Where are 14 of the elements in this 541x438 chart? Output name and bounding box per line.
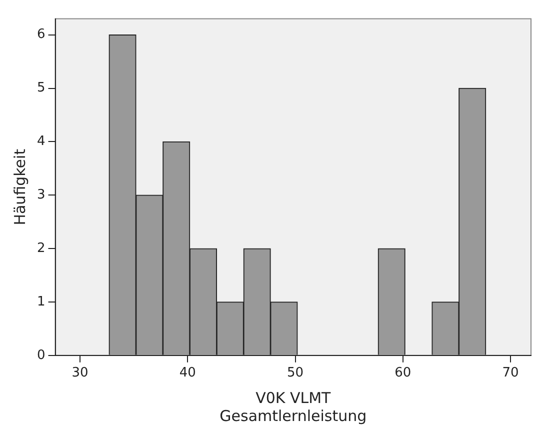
y-tick-label: 3 xyxy=(36,187,46,202)
y-tick-label: 0 xyxy=(36,348,46,363)
y-tick-label: 5 xyxy=(36,80,46,96)
y-tick-label: 1 xyxy=(36,294,46,310)
x-tick-label: 40 xyxy=(179,366,196,381)
x-tick-label: 50 xyxy=(287,366,304,381)
y-tick-label: 6 xyxy=(36,27,46,42)
x-axis-title: V0K VLMT Gesamtlernleistung xyxy=(220,388,367,425)
x-tick-label: 70 xyxy=(502,366,519,381)
x-tick-label: 60 xyxy=(394,366,412,381)
x-tick-label: 30 xyxy=(72,366,88,381)
y-tick-label: 2 xyxy=(36,240,46,256)
y-axis-title: Häufigkeit xyxy=(10,148,29,226)
y-tick-label: 4 xyxy=(36,134,46,150)
